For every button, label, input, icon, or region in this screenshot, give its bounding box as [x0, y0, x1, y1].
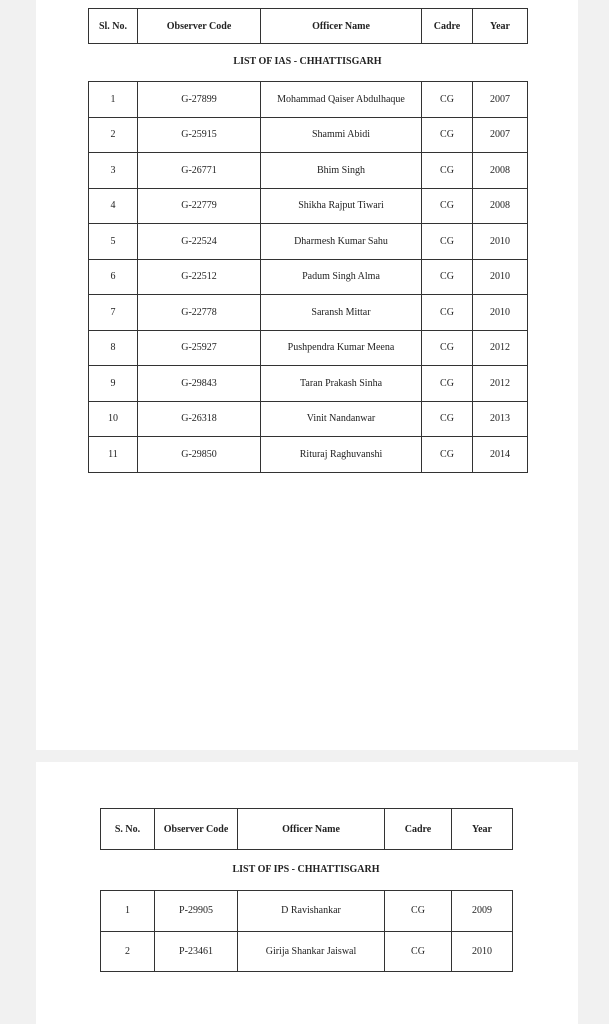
ips-header-table: S. No. Observer Code Officer Name Cadre Year: [100, 808, 513, 850]
cell-cadre: CG: [421, 81, 473, 118]
column-header-officer-name: Officer Name: [260, 8, 422, 44]
cell-serial-number: 2: [100, 930, 155, 972]
cell-cadre: CG: [421, 258, 473, 295]
cell-cadre: CG: [421, 365, 473, 402]
cell-year: 2013: [472, 400, 528, 437]
cell-cadre: CG: [384, 930, 452, 972]
cell-officer-name: Rituraj Raghuvanshi: [260, 436, 422, 473]
cell-year: 2014: [472, 436, 528, 473]
cell-cadre: CG: [421, 187, 473, 224]
cell-serial-number: 3: [88, 152, 138, 189]
cell-officer-name: Taran Prakash Sinha: [260, 365, 422, 402]
header-row: Sl. No. Observer Code Officer Name Cadre Yea…: [88, 8, 528, 44]
cell-observer-code: P-23461: [154, 930, 238, 972]
column-header-year: Year: [451, 808, 513, 850]
column-header-serial-number: Sl. No.: [88, 8, 138, 44]
cell-year: 2007: [472, 81, 528, 118]
cell-officer-name: Girija Shankar Jaiswal: [237, 930, 385, 972]
table-row: 2 P-23461 Girija Shankar Jaiswal CG 2010: [100, 930, 513, 972]
ips-list-title: LIST OF IPS - CHHATTISGARH: [232, 864, 380, 875]
cell-year: 2007: [472, 116, 528, 153]
cell-year: 2010: [472, 294, 528, 331]
header-row: S. No. Observer Code Officer Name Cadre Year: [100, 808, 513, 850]
ips-officer-table: 1 P-29905 D Ravishankar CG 2009 2 P-23461 Girij…: [100, 890, 513, 972]
cell-observer-code: G-22778: [137, 294, 261, 331]
cell-serial-number: 9: [88, 365, 138, 402]
cell-observer-code: G-22779: [137, 187, 261, 224]
table-row: 3 G-26771 Bhim Singh CG 2008: [88, 152, 528, 189]
column-header-observer-code: Observer Code: [137, 8, 261, 44]
column-header-officer-name: Officer Name: [237, 808, 385, 850]
cell-officer-name: Saransh Mittar: [260, 294, 422, 331]
cell-year: 2008: [472, 152, 528, 189]
cell-observer-code: G-25927: [137, 329, 261, 366]
ias-officer-table: 1 G-27899 Mohammad Qaiser Abdulhaque CG 2007…: [88, 81, 528, 473]
cell-cadre: CG: [384, 890, 452, 932]
cell-serial-number: 8: [88, 329, 138, 366]
cell-year: 2010: [472, 223, 528, 260]
cell-officer-name: Dharmesh Kumar Sahu: [260, 223, 422, 260]
cell-serial-number: 6: [88, 258, 138, 295]
cell-serial-number: 2: [88, 116, 138, 153]
cell-observer-code: G-27899: [137, 81, 261, 118]
cell-observer-code: G-25915: [137, 116, 261, 153]
column-header-serial-number: S. No.: [100, 808, 155, 850]
table-row: 7 G-22778 Saransh Mittar CG 2010: [88, 294, 528, 331]
table-row: 8 G-25927 Pushpendra Kumar Meena CG 2012: [88, 329, 528, 366]
cell-cadre: CG: [421, 152, 473, 189]
cell-year: 2012: [472, 329, 528, 366]
cell-officer-name: Shikha Rajput Tiwari: [260, 187, 422, 224]
cell-observer-code: G-29850: [137, 436, 261, 473]
cell-officer-name: Bhim Singh: [260, 152, 422, 189]
cell-year: 2010: [451, 930, 513, 972]
cell-officer-name: Padum Singh Alma: [260, 258, 422, 295]
cell-year: 2012: [472, 365, 528, 402]
column-header-cadre: Cadre: [384, 808, 452, 850]
cell-officer-name: Vinit Nandanwar: [260, 400, 422, 437]
table-row: 5 G-22524 Dharmesh Kumar Sahu CG 2010: [88, 223, 528, 260]
cell-cadre: CG: [421, 116, 473, 153]
cell-cadre: CG: [421, 436, 473, 473]
cell-cadre: CG: [421, 294, 473, 331]
cell-year: 2009: [451, 890, 513, 932]
table-row: 4 G-22779 Shikha Rajput Tiwari CG 2008: [88, 187, 528, 224]
cell-officer-name: Shammi Abidi: [260, 116, 422, 153]
cell-serial-number: 5: [88, 223, 138, 260]
column-header-observer-code: Observer Code: [154, 808, 238, 850]
table-row: 2 G-25915 Shammi Abidi CG 2007: [88, 116, 528, 153]
cell-year: 2010: [472, 258, 528, 295]
table-row: 6 G-22512 Padum Singh Alma CG 2010: [88, 258, 528, 295]
cell-serial-number: 1: [100, 890, 155, 932]
cell-serial-number: 7: [88, 294, 138, 331]
table-row: 1 G-27899 Mohammad Qaiser Abdulhaque CG 2007: [88, 81, 528, 118]
ias-list-title: LIST OF IAS - CHHATTISGARH: [233, 56, 382, 67]
cell-observer-code: G-22524: [137, 223, 261, 260]
ias-header-table: Sl. No. Observer Code Officer Name Cadre Yea…: [88, 8, 528, 44]
table-row: 11 G-29850 Rituraj Raghuvanshi CG 2014: [88, 436, 528, 473]
cell-observer-code: G-29843: [137, 365, 261, 402]
cell-officer-name: Mohammad Qaiser Abdulhaque: [260, 81, 422, 118]
cell-cadre: CG: [421, 223, 473, 260]
table-row: 1 P-29905 D Ravishankar CG 2009: [100, 890, 513, 932]
cell-serial-number: 1: [88, 81, 138, 118]
column-header-year: Year: [472, 8, 528, 44]
cell-cadre: CG: [421, 329, 473, 366]
cell-officer-name: Pushpendra Kumar Meena: [260, 329, 422, 366]
column-header-cadre: Cadre: [421, 8, 473, 44]
cell-observer-code: G-22512: [137, 258, 261, 295]
cell-year: 2008: [472, 187, 528, 224]
table-row: 10 G-26318 Vinit Nandanwar CG 2013: [88, 400, 528, 437]
cell-observer-code: P-29905: [154, 890, 238, 932]
table-row: 9 G-29843 Taran Prakash Sinha CG 2012: [88, 365, 528, 402]
cell-serial-number: 4: [88, 187, 138, 224]
cell-serial-number: 11: [88, 436, 138, 473]
cell-serial-number: 10: [88, 400, 138, 437]
cell-officer-name: D Ravishankar: [237, 890, 385, 932]
cell-observer-code: G-26771: [137, 152, 261, 189]
cell-cadre: CG: [421, 400, 473, 437]
cell-observer-code: G-26318: [137, 400, 261, 437]
